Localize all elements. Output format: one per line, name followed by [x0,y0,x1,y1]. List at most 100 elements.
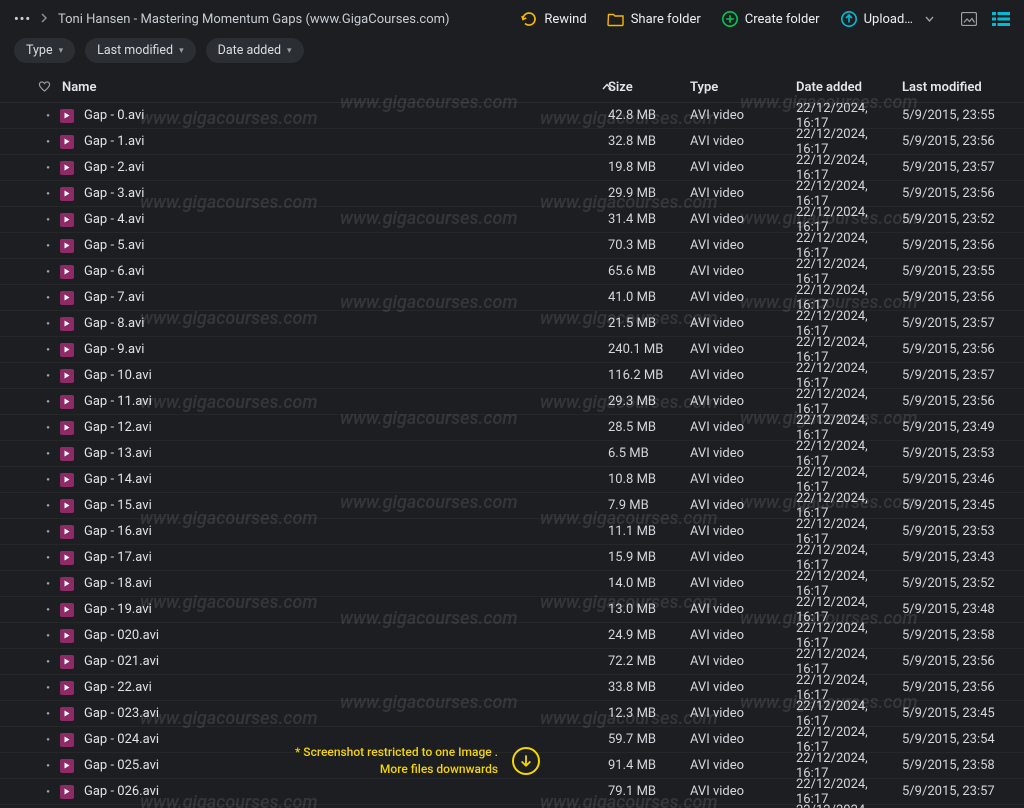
file-name[interactable]: Gap - 15.avi [84,498,608,513]
file-name[interactable]: Gap - 4.avi [84,212,608,227]
table-row[interactable]: ●Gap - 18.avi14.0 MBAVI video22/12/2024,… [0,571,1024,597]
file-type: AVI video [690,264,796,279]
table-row[interactable]: ●Gap - 024.avi59.7 MBAVI video22/12/2024… [0,727,1024,753]
column-name[interactable]: Name [62,80,608,95]
file-name[interactable]: Gap - 8.avi [84,316,608,331]
file-name[interactable]: Gap - 023.avi [84,706,608,721]
file-name[interactable]: Gap - 10.avi [84,368,608,383]
table-row[interactable]: ●Gap - 1.avi32.8 MBAVI video22/12/2024, … [0,129,1024,155]
file-name[interactable]: Gap - 11.avi [84,394,608,409]
column-size[interactable]: Size [608,80,690,95]
table-row[interactable]: ●Gap - 6.avi65.6 MBAVI video22/12/2024, … [0,259,1024,285]
file-name[interactable]: Gap - 12.avi [84,420,608,435]
row-bullet: ● [38,684,58,691]
file-type: AVI video [690,420,796,435]
file-name[interactable]: Gap - 6.avi [84,264,608,279]
video-file-icon [58,394,76,410]
table-row[interactable]: ●Gap - 2.avi19.8 MBAVI video22/12/2024, … [0,155,1024,181]
table-row[interactable]: ●Gap - 4.avi31.4 MBAVI video22/12/2024, … [0,207,1024,233]
table-row[interactable]: ●Gap - 14.avi10.8 MBAVI video22/12/2024,… [0,467,1024,493]
table-row[interactable]: ●Gap - 9.avi240.1 MBAVI video22/12/2024,… [0,337,1024,363]
table-row[interactable]: ●Gap - 17.avi15.9 MBAVI video22/12/2024,… [0,545,1024,571]
file-type: AVI video [690,394,796,409]
file-name[interactable]: Gap - 024.avi [84,732,608,747]
file-name[interactable]: Gap - 7.avi [84,290,608,305]
file-name[interactable]: Gap - 1.avi [84,134,608,149]
view-toggle [960,10,1010,28]
filter-type[interactable]: Type ▾ [14,38,75,63]
table-row[interactable]: ●Gap - 8.avi21.5 MBAVI video22/12/2024, … [0,311,1024,337]
upload-label: Upload… [864,12,913,27]
rewind-button[interactable]: Rewind [520,10,586,28]
grid-view-icon[interactable] [960,10,978,28]
column-date-added[interactable]: Date added [796,80,902,95]
table-row[interactable]: ●Gap - 22.avi33.8 MBAVI video22/12/2024,… [0,675,1024,701]
file-name[interactable]: Gap - 16.avi [84,524,608,539]
file-name[interactable]: Gap - 026.avi [84,784,608,799]
file-name[interactable]: Gap - 17.avi [84,550,608,565]
file-name[interactable]: Gap - 19.avi [84,602,608,617]
video-file-icon [58,602,76,618]
breadcrumb-title[interactable]: Toni Hansen - Mastering Momentum Gaps (w… [58,12,450,27]
table-row[interactable]: ●Gap - 5.avi70.3 MBAVI video22/12/2024, … [0,233,1024,259]
file-size: 41.0 MB [608,290,690,305]
file-name[interactable]: Gap - 2.avi [84,160,608,175]
column-last-modified[interactable]: Last modified [902,80,1006,95]
file-type: AVI video [690,472,796,487]
filter-last-modified[interactable]: Last modified ▾ [85,38,196,63]
file-size: 6.5 MB [608,446,690,461]
file-name[interactable]: Gap - 14.avi [84,472,608,487]
row-bullet: ● [38,762,58,769]
filter-bar: Type ▾ Last modified ▾ Date added ▾ [0,38,1024,73]
create-folder-button[interactable]: Create folder [721,10,820,28]
table-row[interactable]: ●Gap - 3.avi29.9 MBAVI video22/12/2024, … [0,181,1024,207]
filter-date-added[interactable]: Date added ▾ [206,38,304,63]
table-row[interactable]: ●Gap - 13.avi6.5 MBAVI video22/12/2024, … [0,441,1024,467]
row-bullet: ● [38,190,58,197]
file-name[interactable]: Gap - 18.avi [84,576,608,591]
rewind-icon [520,10,538,28]
share-folder-button[interactable]: Share folder [607,10,701,28]
video-file-icon [58,524,76,540]
table-row[interactable]: ●Gap - 7.avi41.0 MBAVI video22/12/2024, … [0,285,1024,311]
row-bullet: ● [38,242,58,249]
table-row[interactable]: ●Gap - 12.avi28.5 MBAVI video22/12/2024,… [0,415,1024,441]
table-row[interactable]: ●Gap - 10.avi116.2 MBAVI video22/12/2024… [0,363,1024,389]
video-file-icon [58,498,76,514]
table-row[interactable]: ●Gap - 026.avi79.1 MBAVI video22/12/2024… [0,779,1024,805]
column-type[interactable]: Type [690,80,796,95]
file-name[interactable]: Gap - 5.avi [84,238,608,253]
row-bullet: ● [38,658,58,665]
row-bullet: ● [38,138,58,145]
table-row[interactable]: ●Gap - 11.avi29.3 MBAVI video22/12/2024,… [0,389,1024,415]
list-view-icon[interactable] [992,10,1010,28]
table-row[interactable]: ●Gap - 0.avi42.8 MBAVI video22/12/2024, … [0,103,1024,129]
file-last-modified: 5/9/2015, 23:53 [902,446,1006,461]
file-name[interactable]: Gap - 13.avi [84,446,608,461]
favorite-icon[interactable] [38,80,56,96]
file-type: AVI video [690,550,796,565]
table-row[interactable]: ●Gap - 19.avi13.0 MBAVI video22/12/2024,… [0,597,1024,623]
file-name[interactable]: Gap - 3.avi [84,186,608,201]
row-bullet: ● [38,164,58,171]
file-type: AVI video [690,134,796,149]
file-name[interactable]: Gap - 020.avi [84,628,608,643]
table-row[interactable]: ●Gap - 16.avi11.1 MBAVI video22/12/2024,… [0,519,1024,545]
file-name[interactable]: Gap - 0.avi [84,108,608,123]
table-row[interactable]: ●Gap - 025.avi91.4 MBAVI video22/12/2024… [0,753,1024,779]
chevron-down-icon: ▾ [287,46,292,56]
table-row[interactable]: ●Gap - 020.avi24.9 MBAVI video22/12/2024… [0,623,1024,649]
file-name[interactable]: Gap - 025.avi [84,758,608,773]
file-name[interactable]: Gap - 22.avi [84,680,608,695]
table-row[interactable]: ●Gap - 023.avi12.3 MBAVI video22/12/2024… [0,701,1024,727]
breadcrumb-more[interactable]: ••• [14,12,31,27]
file-name[interactable]: Gap - 9.avi [84,342,608,357]
row-bullet: ● [38,112,58,119]
file-size: 21.5 MB [608,316,690,331]
table-row[interactable]: ●Gap - 021.avi72.2 MBAVI video22/12/2024… [0,649,1024,675]
upload-button[interactable]: Upload… [840,10,934,28]
file-list[interactable]: ●Gap - 0.avi42.8 MBAVI video22/12/2024, … [0,103,1024,808]
table-row[interactable]: ●Gap - 15.avi7.9 MBAVI video22/12/2024, … [0,493,1024,519]
file-name[interactable]: Gap - 021.avi [84,654,608,669]
video-file-icon [58,758,76,774]
